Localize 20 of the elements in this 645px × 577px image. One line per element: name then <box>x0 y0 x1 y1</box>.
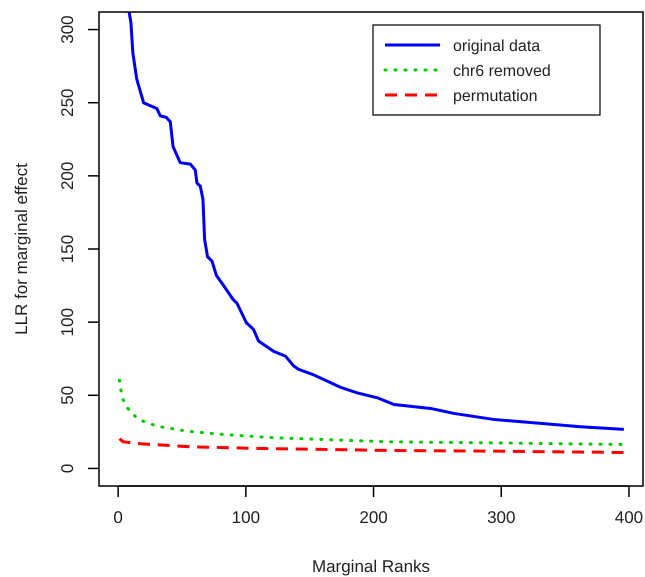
y-axis-title: LLR for marginal effect <box>12 162 31 335</box>
legend-label: permutation <box>453 88 538 105</box>
line-series <box>118 437 626 454</box>
legend-label: chr6 removed <box>453 63 551 80</box>
x-tick-label: 0 <box>113 508 123 527</box>
y-tick-label: 100 <box>58 308 77 336</box>
line-series <box>118 378 623 446</box>
y-tick-label: 150 <box>58 234 77 264</box>
y-tick-label: 50 <box>58 386 77 405</box>
x-tick-label: 300 <box>487 508 516 527</box>
line-series <box>128 12 626 431</box>
y-tick-label: 300 <box>58 15 77 44</box>
y-tick-label: 250 <box>58 88 77 117</box>
y-tick-label: 200 <box>58 162 77 190</box>
x-tick-label: 100 <box>232 508 260 527</box>
x-tick-label: 200 <box>359 508 388 527</box>
y-tick-label: 0 <box>58 464 77 474</box>
x-axis-title: Marginal Ranks <box>312 557 430 576</box>
legend-label: original data <box>453 38 540 55</box>
x-tick-label: 400 <box>614 508 644 527</box>
